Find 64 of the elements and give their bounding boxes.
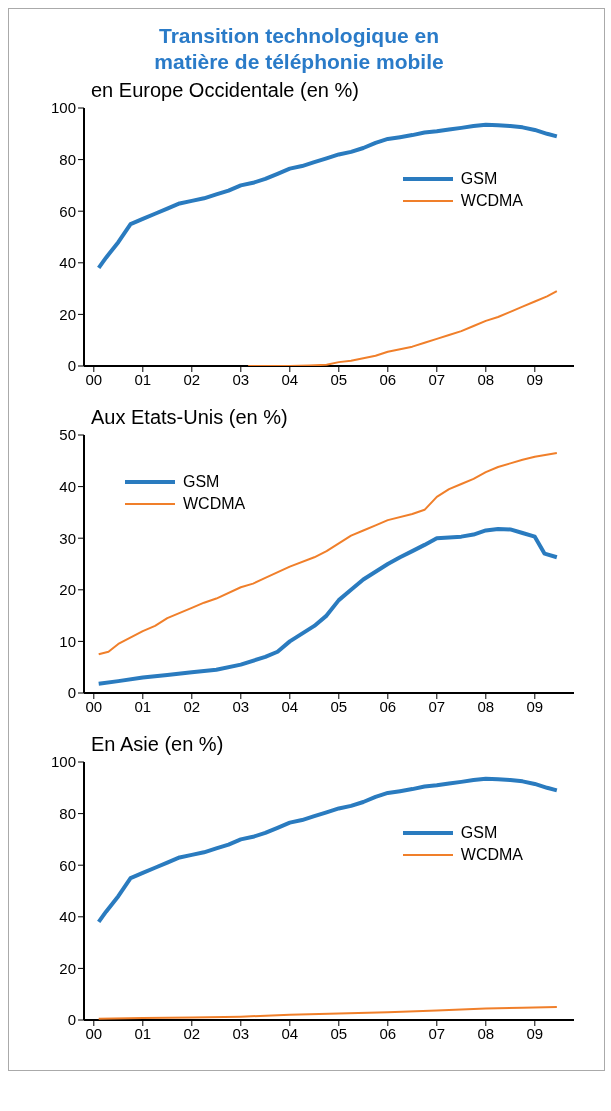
y-tick-label: 40 (59, 254, 76, 272)
x-tick-label: 03 (232, 370, 250, 388)
line-series (97, 1006, 558, 1020)
legend-label: WCDMA (183, 495, 246, 513)
x-tick-label: 06 (379, 370, 397, 388)
x-tick-label: 00 (85, 1024, 103, 1042)
x-tick-label: 01 (134, 370, 152, 388)
y-tick-label: 80 (59, 804, 76, 822)
chart-title: Transition technologique en matière de téléphonie mobile (153, 23, 445, 75)
x-tick-label: 00 (85, 697, 103, 715)
x-tick-label: 08 (477, 370, 495, 388)
y-tick-label: 30 (59, 529, 76, 547)
x-tick-label: 09 (526, 370, 544, 388)
line-series (96, 526, 559, 686)
x-tick-label: 03 (232, 697, 250, 715)
x-tick-label: 06 (379, 1024, 397, 1042)
y-tick-label: 40 (59, 908, 76, 926)
y-tick-label: 100 (50, 99, 76, 117)
x-tick-label: 01 (134, 1024, 152, 1042)
x-tick-label: 02 (183, 1024, 201, 1042)
x-tick-label: 05 (330, 370, 348, 388)
legend-label: GSM (460, 170, 498, 188)
y-tick-label: 80 (59, 150, 76, 168)
y-tick-label: 60 (59, 856, 76, 874)
legend-label: GSM (460, 824, 498, 842)
y-tick-label: 0 (67, 357, 76, 375)
line-series (96, 776, 559, 924)
x-tick-label: 09 (526, 1024, 544, 1042)
x-tick-label: 02 (183, 370, 201, 388)
chart-title: En Asie (en %) (91, 733, 225, 756)
x-tick-label: 05 (330, 697, 348, 715)
x-tick-label: 07 (428, 697, 446, 715)
x-tick-label: 08 (477, 697, 495, 715)
y-tick-label: 100 (50, 753, 76, 771)
y-tick-label: 10 (59, 632, 76, 650)
y-tick-label: 0 (67, 1011, 76, 1029)
y-tick-label: 20 (59, 581, 76, 599)
line-series (247, 290, 558, 366)
x-tick-label: 09 (526, 697, 544, 715)
x-tick-label: 03 (232, 1024, 250, 1042)
chart-subtitle: en Europe Occidentale (en %) (91, 79, 360, 102)
x-tick-label: 04 (281, 370, 299, 388)
y-tick-label: 20 (59, 305, 76, 323)
y-tick-label: 50 (59, 426, 76, 444)
x-tick-label: 05 (330, 1024, 348, 1042)
line-series (97, 452, 558, 656)
y-tick-label: 40 (59, 477, 76, 495)
y-tick-label: 20 (59, 959, 76, 977)
x-tick-label: 04 (281, 697, 299, 715)
x-tick-label: 04 (281, 1024, 299, 1042)
y-tick-label: 0 (67, 684, 76, 702)
legend-label: GSM (183, 473, 220, 491)
x-tick-label: 08 (477, 1024, 495, 1042)
x-tick-label: 07 (428, 1024, 446, 1042)
x-tick-label: 00 (85, 370, 103, 388)
y-tick-label: 60 (59, 202, 76, 220)
line-series (96, 122, 559, 270)
x-tick-label: 06 (379, 697, 397, 715)
chart-title: Aux Etats-Unis (en %) (91, 406, 289, 429)
x-tick-label: 01 (134, 697, 152, 715)
x-tick-label: 02 (183, 697, 201, 715)
legend-label: WCDMA (460, 192, 523, 210)
x-tick-label: 07 (428, 370, 446, 388)
legend-label: WCDMA (460, 846, 523, 864)
